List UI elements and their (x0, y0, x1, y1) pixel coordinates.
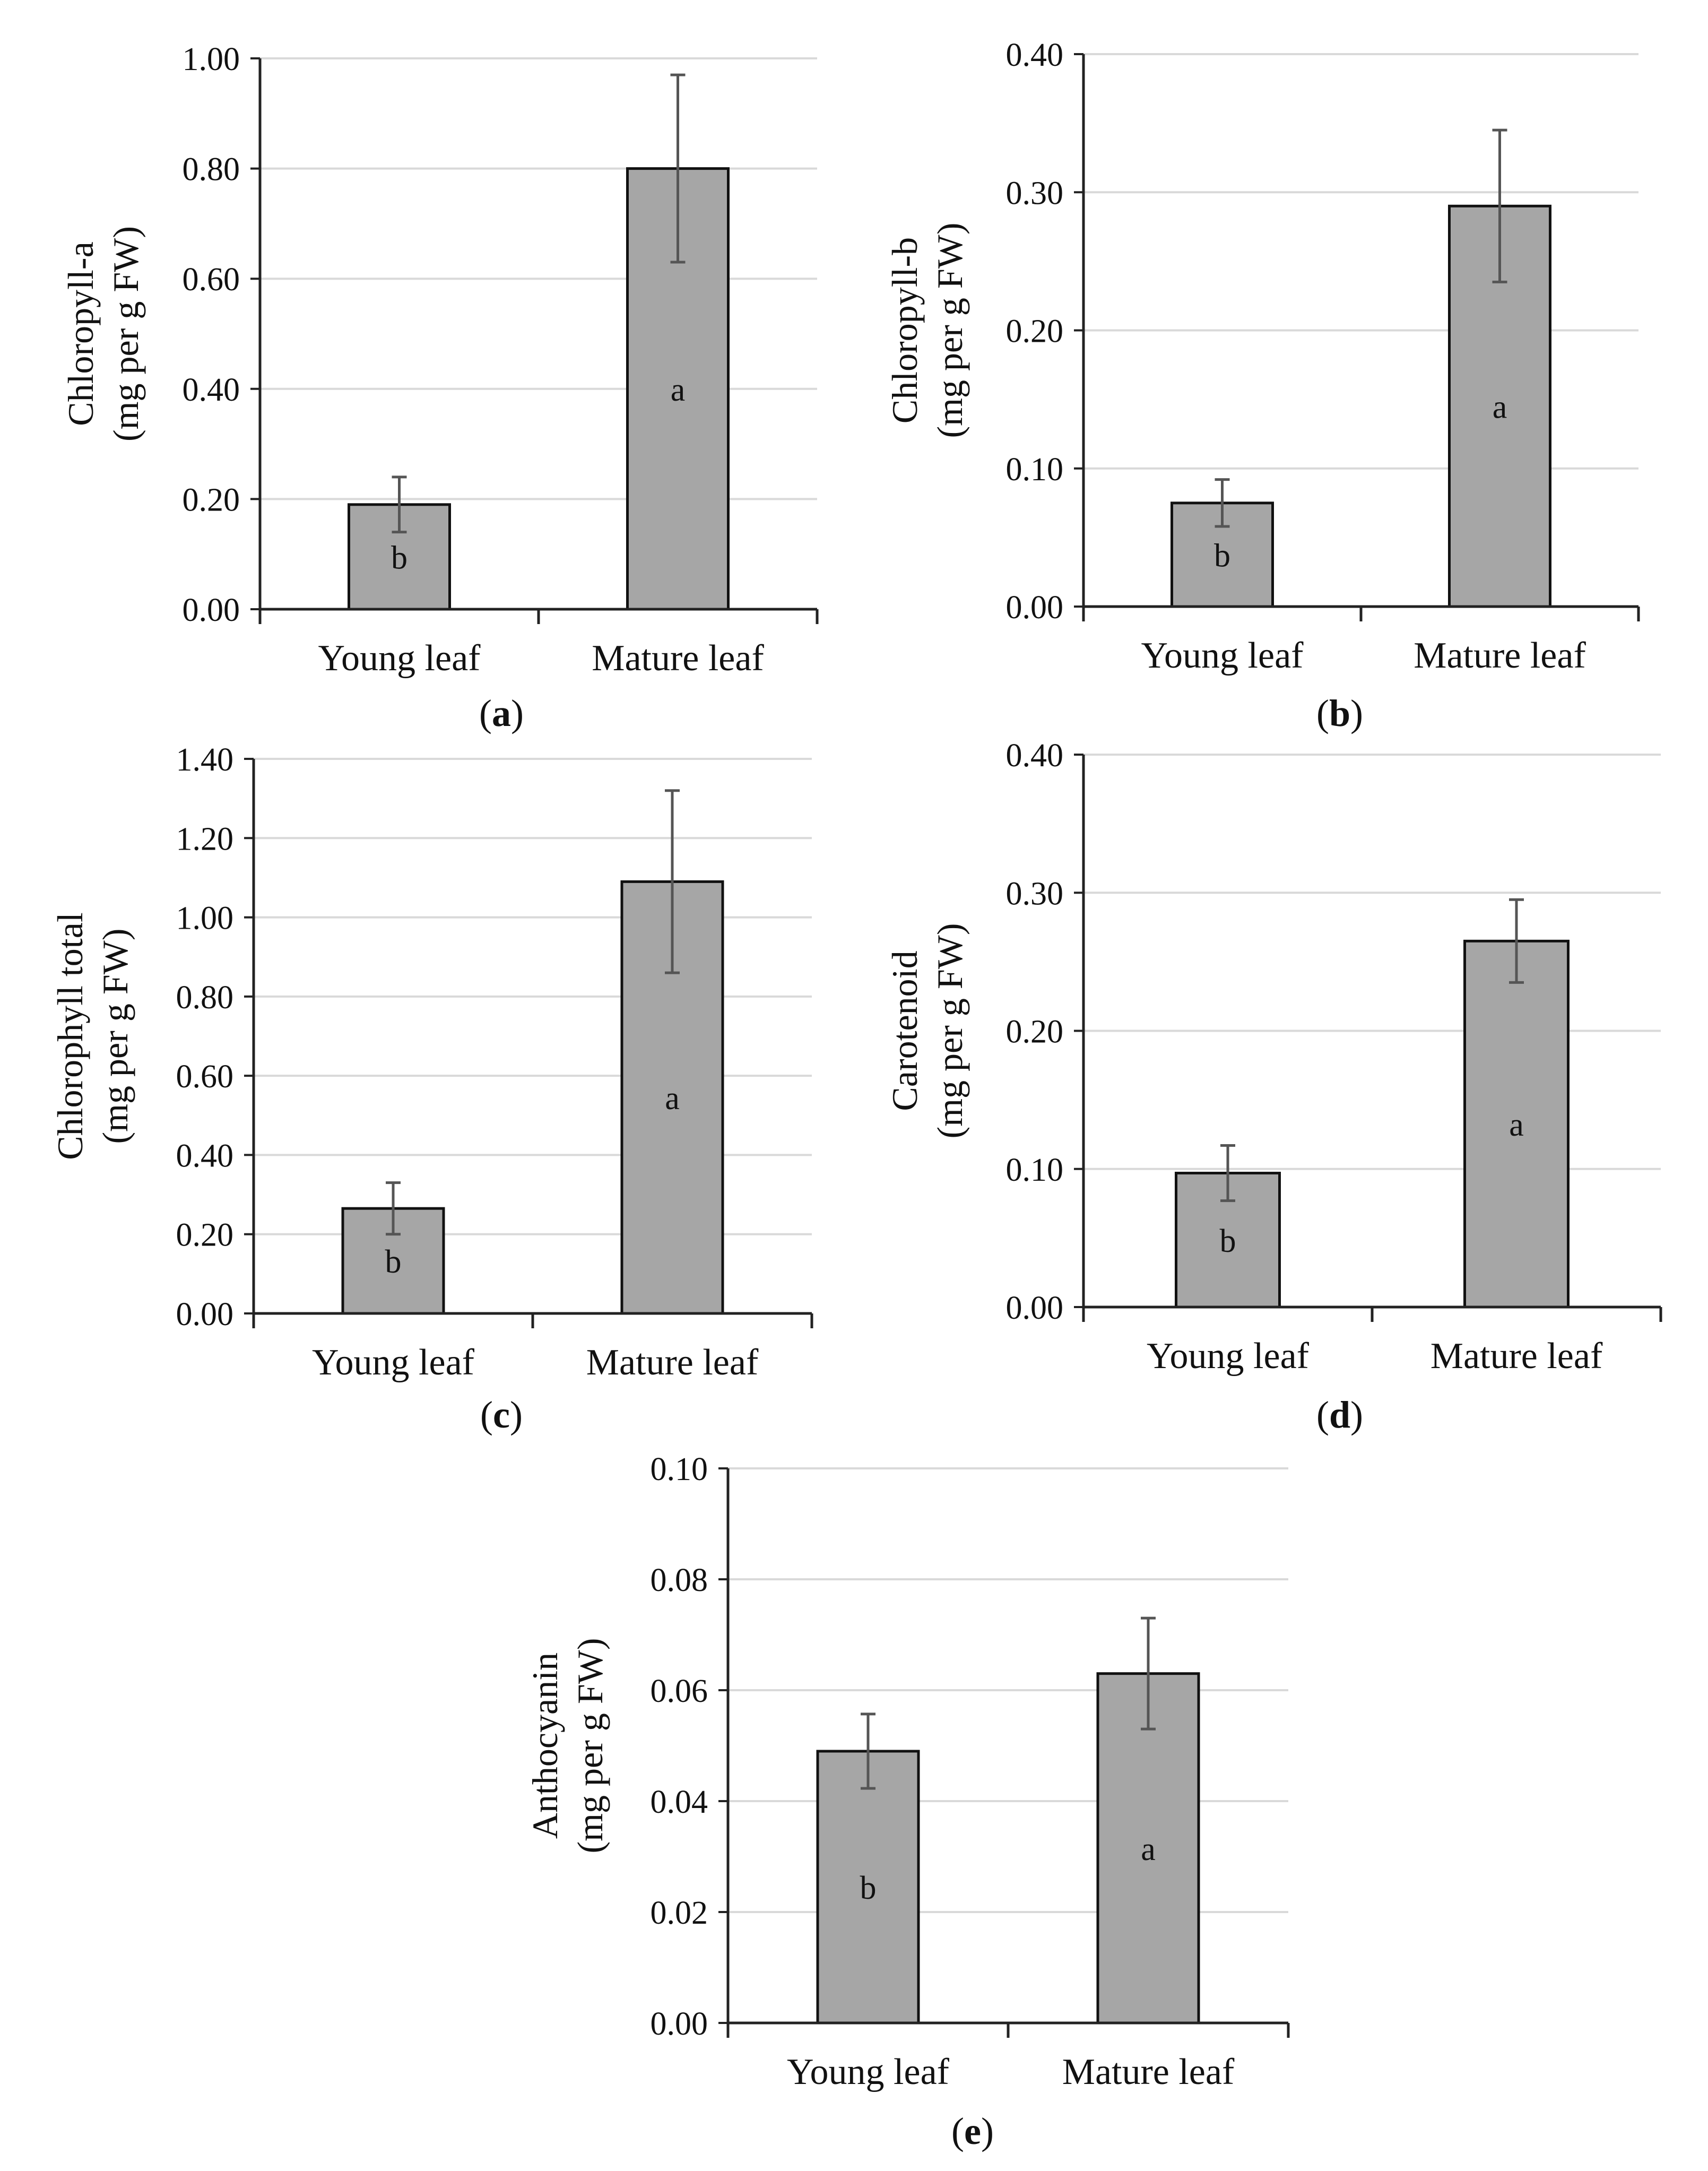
significance-letter: a (1509, 1107, 1524, 1143)
y-axis-label-line1: Chlorophyll total (50, 912, 90, 1160)
y-tick-label: 0.20 (176, 1217, 234, 1253)
y-tick-label: 0.08 (651, 1562, 708, 1598)
y-tick-label: 0.10 (1006, 452, 1064, 488)
y-tick-label: 0.20 (183, 482, 240, 518)
y-tick-label: 0.00 (176, 1296, 234, 1333)
y-tick-label: 0.30 (1006, 175, 1064, 211)
caption-paren-open: ( (480, 1394, 493, 1436)
caption-letter: c (493, 1394, 510, 1436)
y-tick-label: 1.00 (176, 901, 234, 937)
x-category-label: Young leaf (1147, 1336, 1310, 1377)
caption-paren-open: ( (951, 2110, 964, 2152)
significance-letter: a (671, 372, 686, 408)
y-tick-label: 0.20 (1006, 1014, 1064, 1050)
y-axis-label-line1: Chloropyll-b (885, 237, 925, 423)
x-category-label: Mature leaf (1414, 635, 1586, 676)
y-axis-label-line2: (mg per g FW) (106, 226, 146, 442)
caption-paren-close: ) (510, 1394, 523, 1436)
y-tick-label: 0.40 (176, 1138, 234, 1174)
chart-panel-d: 0.00 0.10 0.20 0.30 0.40 b Young leaf a Mature l… (885, 738, 1662, 1436)
y-tick-label: 0.20 (1006, 314, 1064, 350)
y-axis-label-line1: Anthocyanin (525, 1653, 565, 1839)
chart-panel-a: 0.00 0.20 0.40 0.60 0.80 1.00 b Young leaf a Matu… (60, 41, 819, 734)
x-category-label: Mature leaf (1430, 1336, 1603, 1377)
panel-caption: (b) (1316, 692, 1363, 734)
y-tick-label: 0.40 (1006, 738, 1064, 774)
caption-paren-close: ) (1350, 1394, 1363, 1436)
y-tick-label: 0.00 (1006, 590, 1064, 626)
x-category-label: Mature leaf (586, 1342, 759, 1383)
y-axis-label: Carotenoid (mg per g FW) (885, 923, 970, 1138)
significance-letter: b (385, 1244, 402, 1280)
y-tick-label: 0.06 (651, 1673, 708, 1709)
caption-letter: b (1329, 692, 1350, 734)
y-axis-label: Chloropyll-b (mg per g FW) (885, 222, 970, 438)
significance-letter: b (391, 540, 408, 576)
caption-paren-close: ) (511, 692, 524, 734)
caption-paren-close: ) (1350, 692, 1363, 734)
caption-letter: d (1329, 1394, 1350, 1436)
bar (1463, 939, 1570, 1309)
y-axis-label-line2: (mg per g FW) (95, 928, 135, 1144)
x-category-label: Mature leaf (1062, 2052, 1235, 2092)
panel-caption: (a) (479, 692, 524, 734)
significance-letter: b (860, 1870, 877, 1906)
y-tick-label: 0.40 (1006, 37, 1064, 73)
panel-caption: (d) (1316, 1394, 1363, 1436)
y-tick-label: 0.60 (183, 262, 240, 298)
y-tick-label: 0.10 (651, 1451, 708, 1487)
y-tick-label: 0.60 (176, 1059, 234, 1095)
y-tick-label: 0.80 (183, 152, 240, 188)
significance-letter: b (1220, 1223, 1236, 1259)
caption-paren-close: ) (981, 2110, 994, 2152)
panel-caption: (c) (480, 1394, 523, 1436)
x-category-label: Young leaf (787, 2052, 950, 2092)
x-category-label: Young leaf (1141, 635, 1304, 676)
significance-letter: a (1493, 390, 1507, 426)
x-category-label: Young leaf (318, 638, 481, 679)
y-axis-label: Chloropyll-a (mg per g FW) (60, 226, 146, 442)
caption-paren-open: ( (479, 692, 492, 734)
chart-panel-b: 0.00 0.10 0.20 0.30 0.40 b Young leaf a Mature l… (885, 37, 1640, 734)
y-tick-label: 0.00 (651, 2006, 708, 2042)
y-tick-label: 0.02 (651, 1895, 708, 1931)
caption-paren-open: ( (1316, 692, 1329, 734)
y-tick-label: 0.00 (1006, 1290, 1064, 1326)
y-axis-label-line2: (mg per g FW) (930, 222, 970, 438)
significance-letter: a (1141, 1831, 1156, 1867)
y-tick-label: 0.80 (176, 980, 234, 1016)
y-axis-label-line1: Carotenoid (885, 950, 925, 1111)
y-axis-label-line1: Chloropyll-a (60, 241, 101, 426)
y-tick-label: 0.30 (1006, 876, 1064, 912)
panel-caption: (e) (951, 2110, 994, 2152)
y-axis-label-line2: (mg per g FW) (570, 1638, 610, 1853)
caption-paren-open: ( (1316, 1394, 1329, 1436)
chart-panel-e: 0.00 0.02 0.04 0.06 0.08 0.10 b Young leaf a Matu… (525, 1451, 1290, 2152)
x-category-label: Young leaf (312, 1342, 475, 1383)
caption-letter: e (964, 2110, 981, 2152)
y-tick-label: 0.10 (1006, 1152, 1064, 1188)
y-axis-label-line2: (mg per g FW) (930, 923, 970, 1138)
y-tick-label: 1.20 (176, 821, 234, 857)
significance-letter: b (1214, 538, 1230, 574)
significance-letter: a (665, 1080, 680, 1117)
chart-panel-c: 0.00 0.20 0.40 0.60 0.80 1.00 1.20 1.40 b Young l… (50, 742, 813, 1436)
y-axis-label: Anthocyanin (mg per g FW) (525, 1638, 610, 1853)
y-tick-label: 1.40 (176, 742, 234, 778)
y-tick-label: 0.04 (651, 1784, 708, 1820)
y-tick-label: 0.00 (183, 592, 240, 628)
x-category-label: Mature leaf (592, 638, 764, 679)
y-tick-label: 0.40 (183, 372, 240, 408)
y-axis-label: Chlorophyll total (mg per g FW) (50, 912, 135, 1160)
y-tick-label: 1.00 (183, 41, 240, 77)
caption-letter: a (492, 692, 511, 734)
